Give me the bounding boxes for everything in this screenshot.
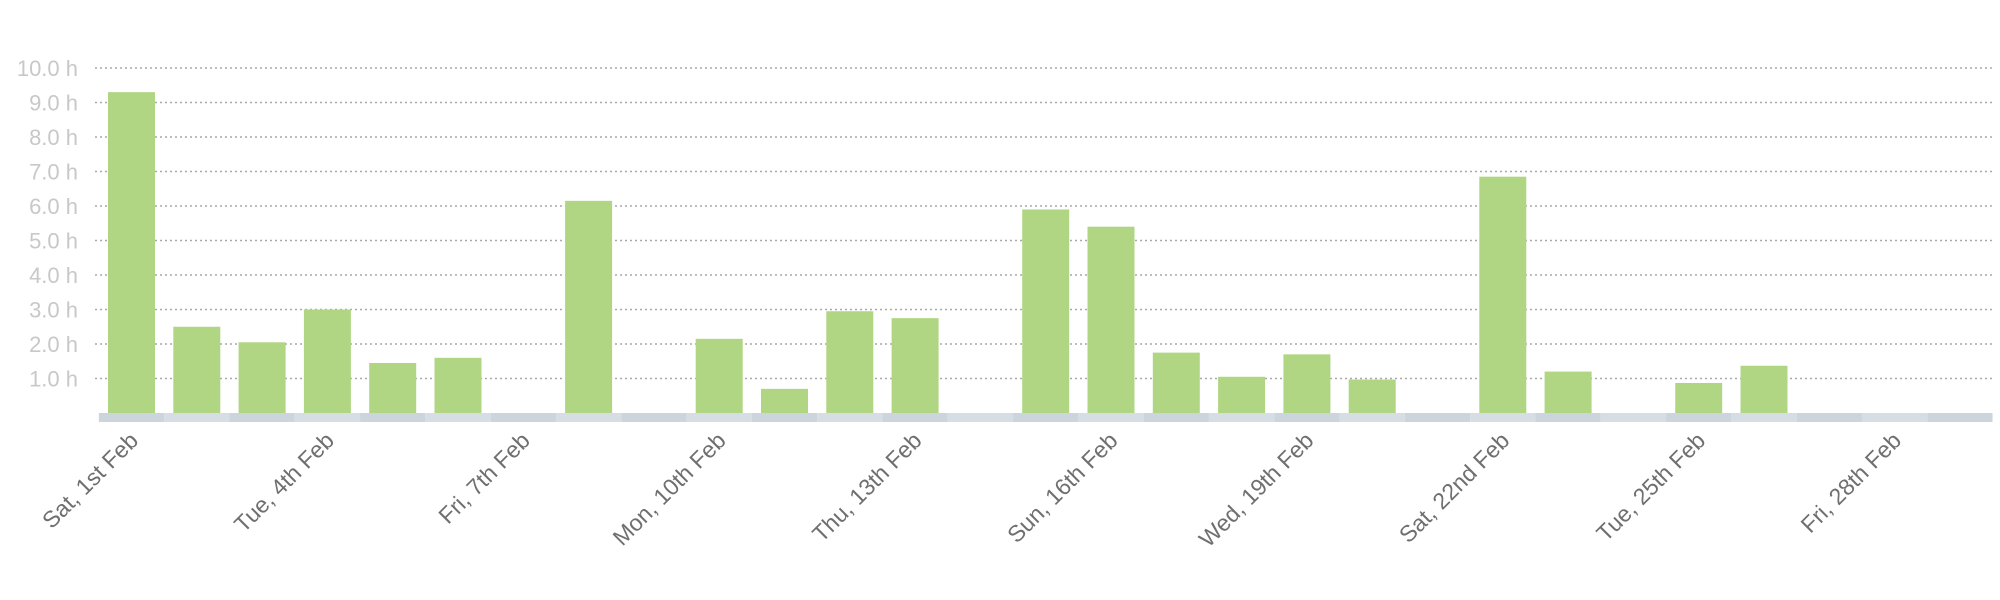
baseline-segment: [1470, 413, 1536, 422]
x-tick-label: Wed, 19th Feb: [1194, 427, 1319, 552]
baseline-segment: [229, 413, 295, 422]
x-tick-label: Sat, 1st Feb: [37, 427, 143, 533]
baseline-segment: [1404, 413, 1471, 422]
y-tick-label: 10.0 h: [17, 56, 78, 81]
baseline-segment: [1731, 413, 1797, 422]
bar: [1283, 354, 1331, 413]
x-tick-label: Sat, 22nd Feb: [1394, 427, 1515, 548]
baseline-segment: [1339, 413, 1405, 422]
baseline-segment: [1143, 413, 1209, 422]
x-tick-label: Sun, 16th Feb: [1002, 427, 1123, 548]
baseline-segment: [817, 413, 883, 422]
baseline-segment: [1666, 413, 1732, 422]
y-tick-label: 1.0 h: [29, 367, 78, 392]
bar: [695, 338, 743, 413]
x-tick-label: Thu, 13th Feb: [807, 427, 927, 547]
baseline-segment: [425, 413, 491, 422]
x-tick-label: Fri, 7th Feb: [433, 427, 535, 529]
bar: [1544, 371, 1592, 413]
bar: [1087, 226, 1135, 413]
y-tick-label: 8.0 h: [29, 125, 78, 150]
baseline-segment: [1600, 413, 1667, 422]
bar: [369, 362, 417, 413]
baseline-segment: [1796, 413, 1862, 422]
baseline-segment: [1927, 413, 1993, 422]
baseline-segment: [1208, 413, 1275, 422]
y-tick-label: 7.0 h: [29, 160, 78, 185]
baseline-segment: [882, 413, 948, 422]
x-tick-label: Tue, 25th Feb: [1591, 427, 1710, 546]
baseline-segment: [751, 413, 818, 422]
baseline-segment: [98, 413, 165, 422]
baseline-segments: [98, 413, 1993, 422]
baseline-segment: [686, 413, 752, 422]
bar: [303, 309, 351, 413]
x-tick-label: Fri, 28th Feb: [1796, 427, 1907, 538]
baseline-segment: [1861, 413, 1928, 422]
bar: [1479, 176, 1527, 413]
y-tick-label: 5.0 h: [29, 229, 78, 254]
bar: [1218, 376, 1266, 413]
x-tick-label: Mon, 10th Feb: [607, 427, 730, 550]
baseline-segment: [555, 413, 622, 422]
baseline-segment: [1013, 413, 1079, 422]
bar: [1675, 382, 1723, 413]
bars: [108, 92, 1788, 414]
bar: [565, 200, 613, 413]
baseline-segment: [1274, 413, 1340, 422]
bar: [826, 311, 874, 413]
bar: [434, 357, 482, 413]
x-tick-label: Tue, 4th Feb: [229, 427, 339, 537]
bar: [1152, 352, 1200, 413]
y-tick-label: 3.0 h: [29, 298, 78, 323]
bar: [108, 92, 155, 414]
baseline-segment: [947, 413, 1014, 422]
bar: [1348, 379, 1396, 413]
y-axis-ticks: 1.0 h 2.0 h 3.0 h 4.0 h 5.0 h 6.0 h 7.0 h 8.0 h…: [17, 56, 78, 392]
baseline-segment: [490, 413, 556, 422]
bar: [238, 342, 286, 413]
bar: [761, 388, 808, 413]
bar: [1022, 209, 1070, 413]
baseline-segment: [1078, 413, 1144, 422]
baseline-segment: [164, 413, 230, 422]
y-tick-label: 9.0 h: [29, 91, 78, 116]
y-tick-label: 2.0 h: [29, 332, 78, 357]
y-tick-label: 6.0 h: [29, 194, 78, 219]
baseline-segment: [621, 413, 687, 422]
baseline-segment: [294, 413, 361, 422]
bar: [891, 318, 939, 413]
x-axis-ticks: Sat, 1st Feb Tue, 4th Feb Fri, 7th Feb Mon,…: [37, 427, 1906, 552]
baseline-segment: [1535, 413, 1601, 422]
baseline-segment: [360, 413, 426, 422]
bar: [173, 326, 221, 413]
bar: [1740, 365, 1788, 413]
y-tick-label: 4.0 h: [29, 263, 78, 288]
